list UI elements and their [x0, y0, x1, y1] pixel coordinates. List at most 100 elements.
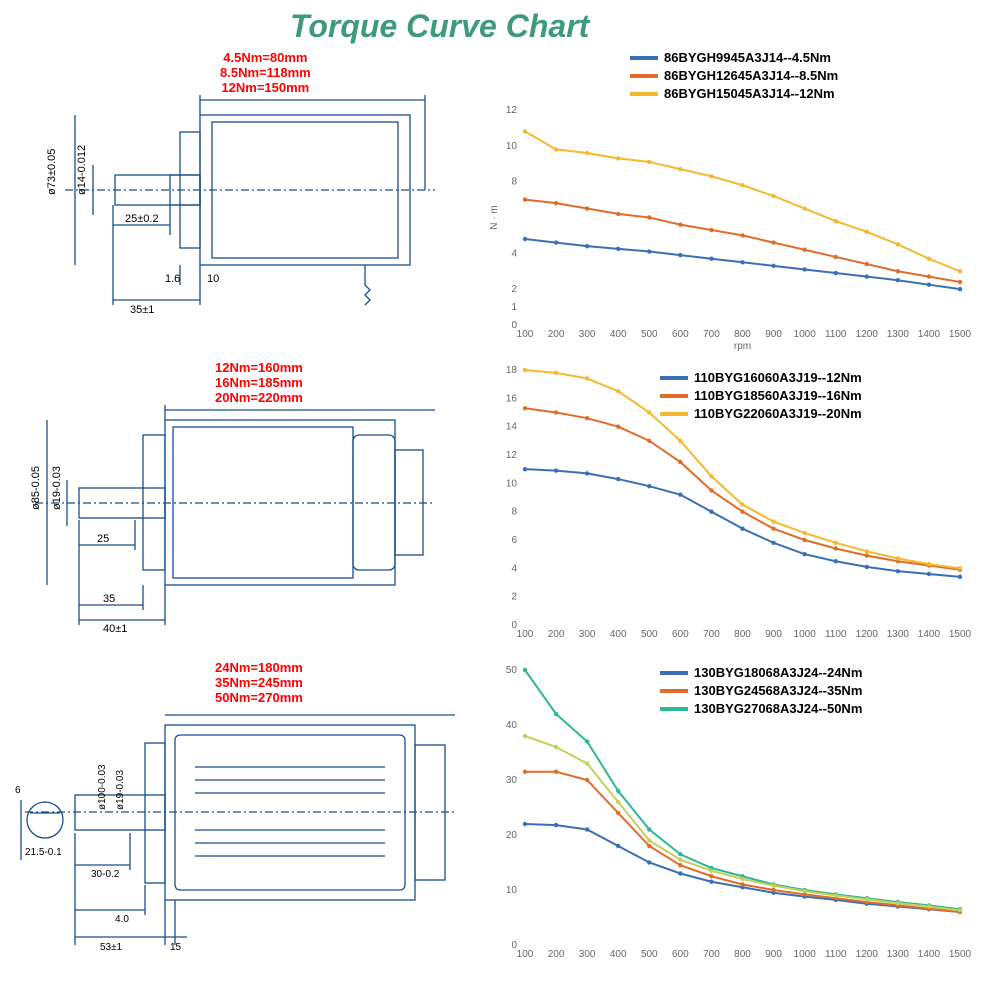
svg-text:10: 10 [506, 885, 518, 896]
svg-text:1000: 1000 [794, 949, 817, 960]
svg-text:6: 6 [15, 785, 21, 796]
legend-item: 86BYGH9945A3J14--4.5Nm [630, 50, 838, 65]
svg-text:1300: 1300 [887, 629, 910, 640]
svg-text:1200: 1200 [856, 629, 879, 640]
motor-diagram-1: 4.5Nm=80mm 8.5Nm=118mm 12Nm=150mm [0, 50, 480, 360]
svg-text:4: 4 [511, 248, 517, 259]
motor-drawing-1: ø73±0.05 ø14-0.012 25±0.2 1.6 10 35±1 [5, 60, 465, 350]
torque-chart-3: 0102030405010020030040050060070080090010… [480, 660, 980, 970]
svg-text:2: 2 [511, 284, 517, 295]
svg-text:ø19-0.03: ø19-0.03 [51, 466, 63, 510]
svg-text:35±1: 35±1 [130, 304, 154, 316]
svg-text:1300: 1300 [887, 329, 910, 340]
motor-diagram-2: 12Nm=160mm 16Nm=185mm 20Nm=220mm [0, 360, 480, 660]
svg-text:600: 600 [672, 629, 689, 640]
svg-text:53±1: 53±1 [100, 942, 123, 953]
svg-text:14: 14 [506, 422, 518, 433]
svg-text:700: 700 [703, 629, 720, 640]
motor-drawing-2: ø85-0.05 ø19-0.03 25 35 40±1 [5, 375, 465, 655]
svg-text:1100: 1100 [825, 629, 847, 640]
svg-text:10: 10 [506, 478, 518, 489]
svg-text:100: 100 [517, 329, 534, 340]
svg-text:30: 30 [506, 775, 518, 786]
svg-text:30-0.2: 30-0.2 [91, 869, 120, 880]
svg-text:400: 400 [610, 949, 627, 960]
svg-text:1.6: 1.6 [165, 273, 180, 285]
svg-text:1100: 1100 [825, 329, 847, 340]
svg-text:1300: 1300 [887, 949, 910, 960]
svg-text:300: 300 [579, 629, 596, 640]
motor-drawing-3: ø100-0.03 ø19-0.03 6 21.5-0.1 30-0.2 4.0… [5, 675, 465, 975]
svg-text:1200: 1200 [856, 949, 879, 960]
svg-text:1500: 1500 [949, 329, 972, 340]
svg-text:1400: 1400 [918, 629, 941, 640]
svg-text:16: 16 [506, 393, 518, 404]
svg-text:800: 800 [734, 629, 751, 640]
svg-text:40: 40 [506, 720, 518, 731]
svg-text:800: 800 [734, 329, 751, 340]
svg-text:1400: 1400 [918, 329, 941, 340]
svg-text:1: 1 [511, 302, 517, 313]
svg-text:700: 700 [703, 329, 720, 340]
legend-swatch [630, 74, 658, 78]
svg-text:1000: 1000 [794, 629, 817, 640]
motor-diagram-3: 24Nm=180mm 35Nm=245mm 50Nm=270mm [0, 660, 480, 980]
svg-text:1200: 1200 [856, 329, 879, 340]
svg-text:8: 8 [511, 177, 517, 188]
svg-text:300: 300 [579, 329, 596, 340]
dim-label: 24Nm=180mm [215, 660, 303, 675]
svg-text:800: 800 [734, 949, 751, 960]
svg-text:900: 900 [765, 629, 782, 640]
svg-text:N · m: N · m [489, 205, 500, 229]
svg-text:200: 200 [548, 629, 565, 640]
svg-text:700: 700 [703, 949, 720, 960]
svg-text:10: 10 [506, 141, 518, 152]
svg-text:4: 4 [511, 563, 517, 574]
svg-text:10: 10 [207, 273, 219, 285]
svg-text:8: 8 [511, 507, 517, 518]
svg-text:1000: 1000 [794, 329, 817, 340]
svg-text:ø100-0.03: ø100-0.03 [97, 764, 108, 810]
svg-text:200: 200 [548, 949, 565, 960]
svg-text:40±1: 40±1 [103, 623, 127, 635]
svg-text:1500: 1500 [949, 949, 972, 960]
torque-chart-2: 0246810121416181002003004005006007008009… [480, 360, 980, 650]
svg-text:rpm: rpm [734, 341, 751, 352]
svg-text:1500: 1500 [949, 629, 972, 640]
svg-text:1400: 1400 [918, 949, 941, 960]
svg-text:200: 200 [548, 329, 565, 340]
svg-text:ø14-0.012: ø14-0.012 [76, 145, 88, 195]
svg-text:6: 6 [511, 535, 517, 546]
svg-text:20: 20 [506, 830, 518, 841]
svg-text:21.5-0.1: 21.5-0.1 [25, 847, 62, 858]
svg-text:500: 500 [641, 949, 658, 960]
svg-text:12: 12 [506, 450, 518, 461]
svg-text:18: 18 [506, 365, 518, 376]
svg-text:25±0.2: 25±0.2 [125, 213, 159, 225]
torque-chart-1: 0124810121002003004005006007008009001000… [480, 80, 980, 360]
svg-text:15: 15 [170, 942, 182, 953]
svg-text:4.0: 4.0 [115, 914, 129, 925]
svg-text:35: 35 [103, 593, 115, 605]
svg-text:ø73±0.05: ø73±0.05 [46, 149, 58, 195]
dim-label: 12Nm=160mm [215, 360, 303, 375]
legend-swatch [630, 56, 658, 60]
svg-text:12: 12 [506, 105, 518, 116]
svg-text:100: 100 [517, 949, 534, 960]
svg-text:ø85-0.05: ø85-0.05 [30, 466, 42, 510]
svg-text:2: 2 [511, 592, 517, 603]
svg-text:900: 900 [765, 329, 782, 340]
svg-text:25: 25 [97, 533, 109, 545]
svg-text:50: 50 [506, 665, 518, 676]
svg-text:1100: 1100 [825, 949, 847, 960]
svg-text:900: 900 [765, 949, 782, 960]
svg-text:300: 300 [579, 949, 596, 960]
svg-text:400: 400 [610, 329, 627, 340]
svg-text:ø19-0.03: ø19-0.03 [115, 770, 126, 810]
svg-text:600: 600 [672, 329, 689, 340]
svg-text:400: 400 [610, 629, 627, 640]
page-title: Torque Curve Chart [290, 8, 589, 45]
svg-text:500: 500 [641, 329, 658, 340]
svg-text:100: 100 [517, 629, 534, 640]
svg-text:500: 500 [641, 629, 658, 640]
